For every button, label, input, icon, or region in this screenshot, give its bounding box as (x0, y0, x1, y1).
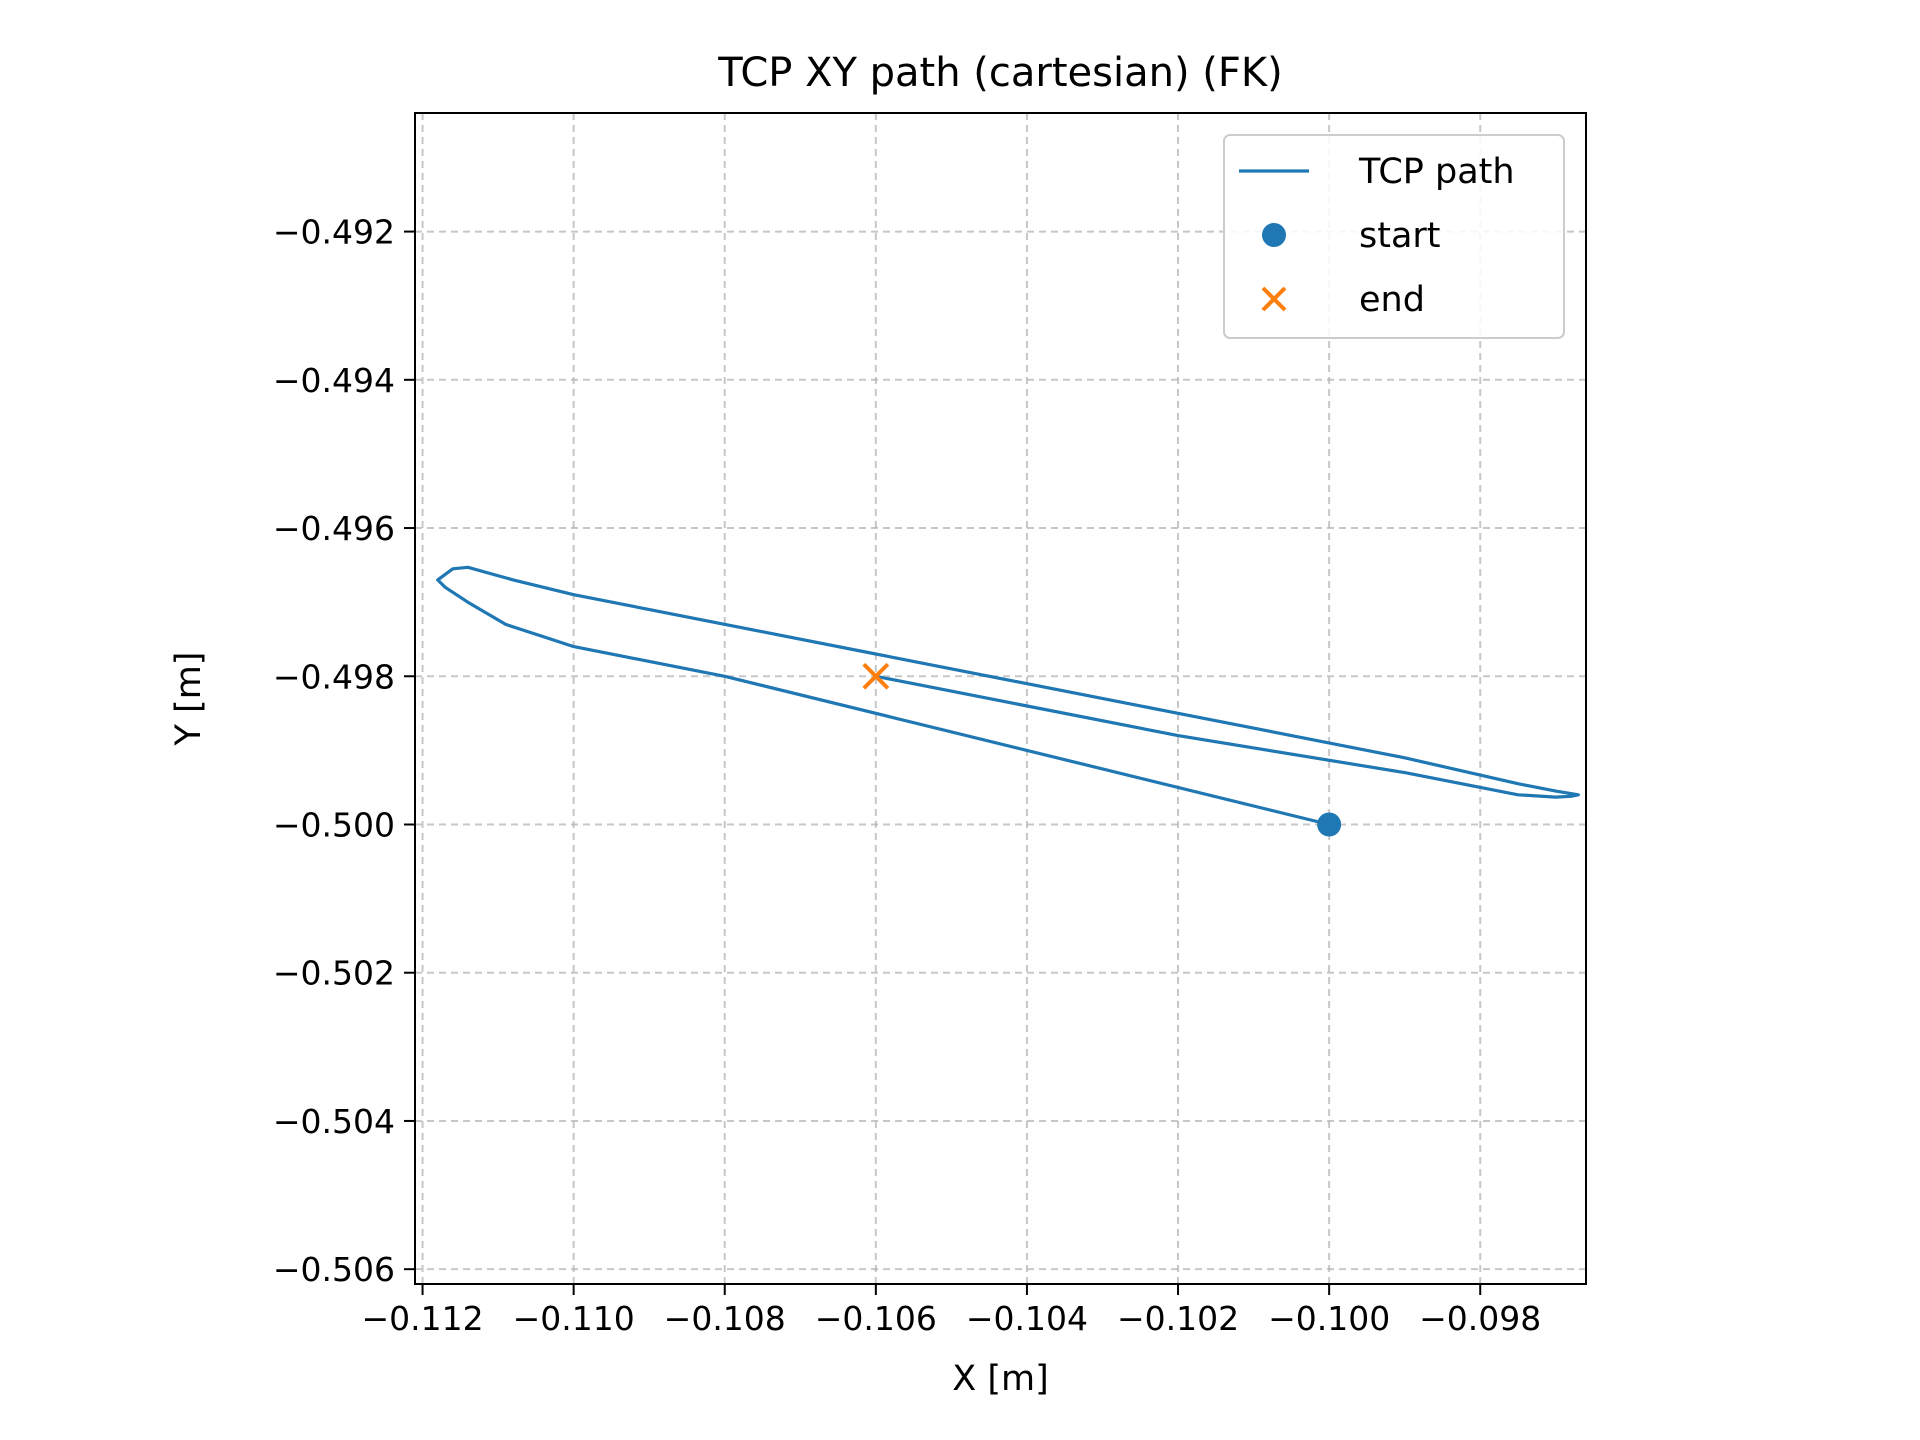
y-axis: −0.492 −0.494 −0.496 −0.498 −0.500 −0.502 −0.5… (273, 213, 415, 1289)
legend-item-start: start (1262, 216, 1441, 256)
legend-item-end: end (1261, 280, 1425, 320)
legend-label: TCP path (1358, 152, 1515, 192)
axes-frame (414, 112, 1587, 1285)
y-tick-label: −0.500 (273, 805, 395, 844)
y-tick-label: −0.504 (273, 1102, 395, 1141)
x-axis: −0.112 −0.110 −0.108 −0.106 −0.104 −0.102 −0.1… (361, 1284, 1541, 1338)
marker-start (1317, 812, 1342, 837)
x-tick-label: −0.112 (361, 1299, 483, 1338)
y-axis-label: Y [m] (169, 652, 209, 747)
x-tick-label: −0.110 (513, 1299, 635, 1338)
legend-item-tcp-path: TCP path (1239, 152, 1515, 192)
x-tick-label: −0.102 (1117, 1299, 1239, 1338)
legend-box (1223, 134, 1565, 339)
chart-title: TCP XY path (cartesian) (FK) (717, 50, 1283, 96)
legend-x-swatch (1261, 286, 1287, 312)
x-tick-label: −0.098 (1419, 1299, 1541, 1338)
marker-end (862, 662, 890, 690)
y-tick-label: −0.506 (273, 1250, 395, 1289)
x-tick-label: −0.108 (664, 1299, 786, 1338)
series-line-tcp-path (436, 565, 1580, 827)
legend-dot-swatch (1262, 223, 1286, 247)
x-tick-label: −0.104 (966, 1299, 1088, 1338)
legend-label: end (1359, 280, 1425, 320)
x-tick-label: −0.106 (815, 1299, 937, 1338)
x-tick-label: −0.100 (1268, 1299, 1390, 1338)
y-tick-label: −0.496 (273, 509, 395, 548)
y-tick-label: −0.494 (273, 361, 395, 400)
y-tick-label: −0.502 (273, 954, 395, 993)
plot-area (436, 565, 1580, 837)
grid (415, 113, 1586, 1284)
x-axis-label: X [m] (952, 1359, 1049, 1399)
legend: TCP path start end (1223, 134, 1565, 339)
legend-label: start (1359, 216, 1441, 256)
marker-x-stroke (862, 662, 890, 690)
y-tick-label: −0.492 (273, 213, 395, 252)
y-tick-label: −0.498 (273, 657, 395, 696)
